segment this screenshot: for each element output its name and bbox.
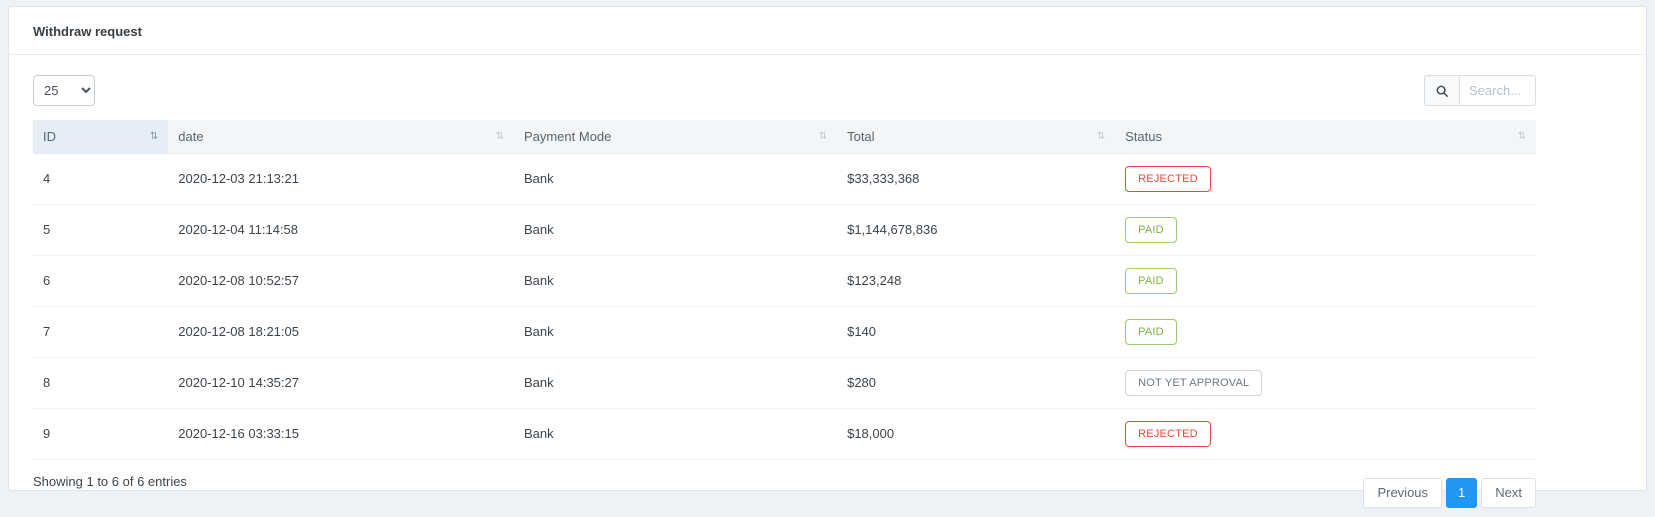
cell-payment-mode: Bank: [513, 408, 838, 460]
pagination: Previous 1 Next: [1363, 477, 1536, 508]
cell-id: 4: [33, 153, 169, 205]
column-header-date[interactable]: date ⇅: [168, 120, 514, 154]
sort-icon: ⇅: [495, 130, 504, 142]
cell-payment-mode: Bank: [513, 357, 838, 409]
cell-status: REJECTED: [1115, 153, 1536, 205]
header-row: ID ⇅ date ⇅ Payment Mode ⇅: [33, 120, 1536, 154]
cell-id: 9: [33, 408, 169, 460]
cell-date: 2020-12-08 18:21:05: [168, 306, 514, 358]
previous-page-button[interactable]: Previous: [1363, 477, 1443, 508]
sort-icon: ⇅: [149, 130, 159, 142]
column-header-id[interactable]: ID ⇅: [33, 120, 169, 154]
cell-id: 6: [33, 255, 169, 307]
table-header: ID ⇅ date ⇅ Payment Mode ⇅: [33, 120, 1536, 154]
table-row: 6 2020-12-08 10:52:57 Bank $123,248 PAID: [33, 255, 1536, 307]
search-input[interactable]: [1460, 75, 1536, 106]
column-label: ID: [43, 128, 56, 144]
column-header-total[interactable]: Total ⇅: [837, 120, 1116, 154]
table-footer: Showing 1 to 6 of 6 entries Previous 1 N…: [33, 460, 1536, 508]
cell-id: 7: [33, 306, 169, 358]
cell-id: 8: [33, 357, 169, 409]
cell-date: 2020-12-10 14:35:27: [168, 357, 514, 409]
status-badge: REJECTED: [1125, 165, 1211, 192]
search-icon: [1435, 84, 1449, 98]
sort-icon: ⇅: [818, 130, 828, 142]
cell-status: PAID: [1115, 255, 1536, 307]
page-number-button[interactable]: 1: [1446, 477, 1478, 508]
column-label: Payment Mode: [523, 128, 612, 144]
status-badge: NOT YET APPROVAL: [1125, 369, 1263, 396]
table-row: 7 2020-12-08 18:21:05 Bank $140 PAID: [33, 306, 1536, 358]
table-controls: 25: [33, 75, 1536, 106]
cell-date: 2020-12-04 11:14:58: [168, 204, 514, 256]
column-label: Total: [847, 128, 875, 144]
cell-payment-mode: Bank: [513, 306, 838, 358]
cell-total: $280: [837, 357, 1116, 409]
cell-payment-mode: Bank: [513, 204, 838, 256]
withdraw-table: ID ⇅ date ⇅ Payment Mode ⇅: [33, 120, 1536, 460]
table-row: 9 2020-12-16 03:33:15 Bank $18,000 REJEC…: [33, 408, 1536, 460]
card-header: Withdraw request: [9, 7, 1646, 55]
cell-payment-mode: Bank: [513, 255, 838, 307]
status-badge: REJECTED: [1125, 420, 1211, 447]
status-badge: PAID: [1125, 216, 1177, 243]
cell-status: REJECTED: [1115, 408, 1536, 460]
search-group: [1424, 75, 1536, 106]
column-label: date: [178, 128, 204, 144]
status-badge: PAID: [1125, 267, 1177, 294]
cell-payment-mode: Bank: [513, 153, 838, 205]
page-title: Withdraw request: [33, 24, 142, 39]
cell-id: 5: [33, 204, 169, 256]
table-body: 4 2020-12-03 21:13:21 Bank $33,333,368 R…: [33, 153, 1536, 460]
cell-status: PAID: [1115, 306, 1536, 358]
cell-status: PAID: [1115, 204, 1536, 256]
entries-info: Showing 1 to 6 of 6 entries: [33, 473, 187, 489]
cell-total: $123,248: [837, 255, 1116, 307]
sort-icon: ⇅: [1517, 130, 1526, 142]
cell-total: $140: [837, 306, 1116, 358]
cell-total: $1,144,678,836: [837, 204, 1116, 256]
column-header-payment-mode[interactable]: Payment Mode ⇅: [513, 120, 838, 154]
table-row: 8 2020-12-10 14:35:27 Bank $280 NOT YET …: [33, 357, 1536, 409]
cell-total: $33,333,368: [837, 153, 1116, 205]
cell-date: 2020-12-03 21:13:21: [168, 153, 514, 205]
cell-status: NOT YET APPROVAL: [1115, 357, 1536, 409]
status-badge: PAID: [1125, 318, 1177, 345]
cell-total: $18,000: [837, 408, 1116, 460]
withdraw-request-card: Withdraw request 25: [8, 6, 1647, 508]
next-page-button[interactable]: Next: [1481, 477, 1536, 508]
cell-date: 2020-12-16 03:33:15: [168, 408, 514, 460]
search-button[interactable]: [1424, 75, 1460, 106]
cell-date: 2020-12-08 10:52:57: [168, 255, 514, 307]
column-header-status[interactable]: Status ⇅: [1115, 120, 1536, 154]
column-label: Status: [1125, 128, 1162, 144]
card-body: 25 ID: [9, 55, 1646, 508]
sort-icon: ⇅: [1096, 130, 1106, 142]
page-length-select[interactable]: 25: [33, 75, 95, 106]
table-row: 4 2020-12-03 21:13:21 Bank $33,333,368 R…: [33, 153, 1536, 205]
table-row: 5 2020-12-04 11:14:58 Bank $1,144,678,83…: [33, 204, 1536, 256]
